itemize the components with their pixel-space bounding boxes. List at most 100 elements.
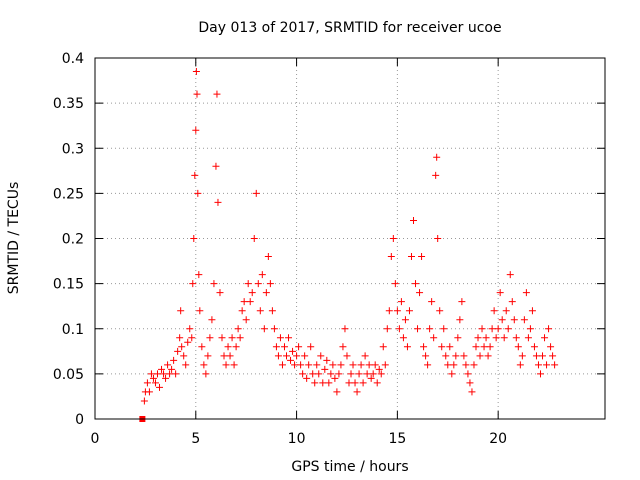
data-point (246, 298, 254, 306)
data-point (210, 280, 218, 288)
data-point (379, 343, 387, 351)
data-point (444, 361, 452, 369)
data-point (196, 307, 204, 315)
data-point (549, 352, 557, 360)
data-point (331, 374, 339, 382)
data-point (313, 361, 321, 369)
data-point (238, 307, 246, 315)
data-point (287, 356, 295, 364)
data-point (194, 189, 202, 197)
data-point (539, 352, 547, 360)
data-point (468, 388, 476, 396)
data-point (524, 334, 532, 342)
data-point (156, 383, 164, 391)
data-point (375, 365, 383, 373)
data-point (464, 370, 472, 378)
data-point (168, 365, 176, 373)
data-point (420, 343, 428, 351)
data-point (510, 316, 518, 324)
data-point (399, 334, 407, 342)
data-point (268, 307, 276, 315)
data-point (500, 334, 508, 342)
data-point (389, 235, 397, 242)
data-point (490, 307, 498, 315)
data-point (191, 171, 199, 179)
data-point (454, 334, 462, 342)
data-point (149, 374, 157, 382)
data-point (536, 370, 544, 378)
data-point (534, 361, 542, 369)
data-point (450, 361, 458, 369)
data-point (418, 253, 426, 261)
data-point (274, 352, 282, 360)
data-point (333, 388, 341, 396)
data-point (430, 334, 438, 342)
data-point (151, 379, 159, 387)
data-point (220, 352, 228, 360)
data-point (391, 280, 399, 288)
data-point (526, 325, 534, 333)
data-point (202, 370, 210, 378)
data-point (307, 343, 315, 351)
data-point (262, 289, 270, 297)
data-point (363, 370, 371, 378)
data-point (470, 361, 478, 369)
data-point (283, 352, 291, 360)
data-point (424, 361, 432, 369)
y-tick-label: 0.4 (62, 51, 84, 67)
data-point (436, 307, 444, 315)
data-point (494, 325, 502, 333)
data-point (484, 352, 492, 360)
data-points (139, 68, 559, 422)
data-point (230, 361, 238, 369)
data-point (403, 343, 411, 351)
data-point (522, 289, 530, 297)
data-point (236, 334, 244, 342)
data-point (278, 361, 286, 369)
x-tick-label: 0 (91, 431, 100, 447)
data-point (212, 162, 220, 170)
data-point (432, 171, 440, 179)
data-point (478, 325, 486, 333)
data-point (492, 334, 500, 342)
y-tick-labels: 0 0.05 0.1 0.15 0.2 0.25 0.3 0.35 0.4 (53, 51, 84, 428)
data-point (147, 370, 155, 378)
data-point (293, 352, 301, 360)
data-point (357, 361, 365, 369)
data-point (170, 356, 178, 364)
data-point (551, 361, 559, 369)
data-point (176, 334, 184, 342)
x-tick-label: 10 (288, 431, 306, 447)
data-point (244, 280, 252, 288)
data-point (335, 370, 343, 378)
data-point (387, 253, 395, 261)
data-point (393, 307, 401, 315)
data-point (401, 316, 409, 324)
data-point (337, 361, 345, 369)
data-point (365, 361, 373, 369)
data-point (317, 352, 325, 360)
data-point (409, 216, 417, 224)
data-point (254, 280, 262, 288)
data-point (193, 90, 201, 98)
data-point (460, 352, 468, 360)
data-point (250, 235, 258, 242)
data-point (518, 352, 526, 360)
data-point (160, 370, 168, 378)
data-point (289, 347, 297, 355)
data-point (377, 370, 385, 378)
data-point (407, 253, 415, 261)
data-point (319, 379, 327, 387)
data-point (547, 343, 555, 351)
data-point (325, 379, 333, 387)
data-point (442, 352, 450, 360)
data-point (305, 361, 313, 369)
data-point (530, 343, 538, 351)
y-tick-label: 0.1 (62, 322, 84, 338)
data-point (280, 343, 288, 351)
data-point (240, 298, 248, 306)
data-point (226, 352, 234, 360)
data-point (195, 271, 203, 279)
x-axis-label: GPS time / hours (291, 459, 408, 475)
